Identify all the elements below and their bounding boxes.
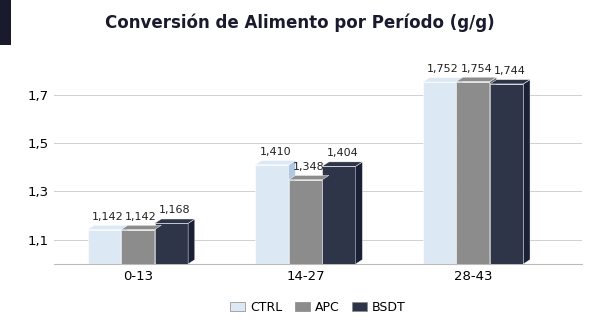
Polygon shape — [289, 160, 295, 264]
Polygon shape — [121, 225, 161, 230]
Text: 1,410: 1,410 — [259, 147, 291, 157]
Text: 1,744: 1,744 — [494, 66, 526, 76]
Polygon shape — [188, 219, 195, 264]
Text: 1,142: 1,142 — [92, 212, 124, 222]
Polygon shape — [322, 176, 329, 264]
Polygon shape — [523, 80, 530, 264]
Polygon shape — [289, 180, 322, 264]
Polygon shape — [255, 165, 289, 264]
Polygon shape — [456, 82, 490, 264]
Text: 1,754: 1,754 — [461, 64, 492, 74]
Text: 1,348: 1,348 — [293, 162, 325, 172]
Polygon shape — [88, 225, 128, 230]
Polygon shape — [456, 78, 463, 264]
Polygon shape — [155, 225, 161, 264]
Text: Conversión de Alimento por Período (g/g): Conversión de Alimento por Período (g/g) — [105, 14, 495, 32]
Text: 1,752: 1,752 — [427, 64, 459, 74]
Polygon shape — [322, 166, 356, 264]
Polygon shape — [155, 219, 195, 223]
Polygon shape — [356, 162, 362, 264]
Polygon shape — [456, 77, 497, 82]
Polygon shape — [423, 82, 456, 264]
Text: 1,142: 1,142 — [125, 212, 157, 222]
Polygon shape — [121, 230, 155, 264]
Polygon shape — [255, 160, 295, 165]
Polygon shape — [490, 84, 523, 264]
Polygon shape — [490, 77, 497, 264]
Legend: CTRL, APC, BSDT: CTRL, APC, BSDT — [225, 296, 411, 319]
Polygon shape — [490, 80, 530, 84]
Text: 1,404: 1,404 — [326, 148, 358, 158]
Polygon shape — [289, 176, 329, 180]
Polygon shape — [88, 230, 121, 264]
Polygon shape — [155, 223, 188, 264]
Polygon shape — [121, 225, 128, 264]
Bar — [0, 0, 11, 45]
Text: 1,168: 1,168 — [159, 205, 190, 215]
Polygon shape — [423, 78, 463, 82]
Polygon shape — [322, 162, 362, 166]
